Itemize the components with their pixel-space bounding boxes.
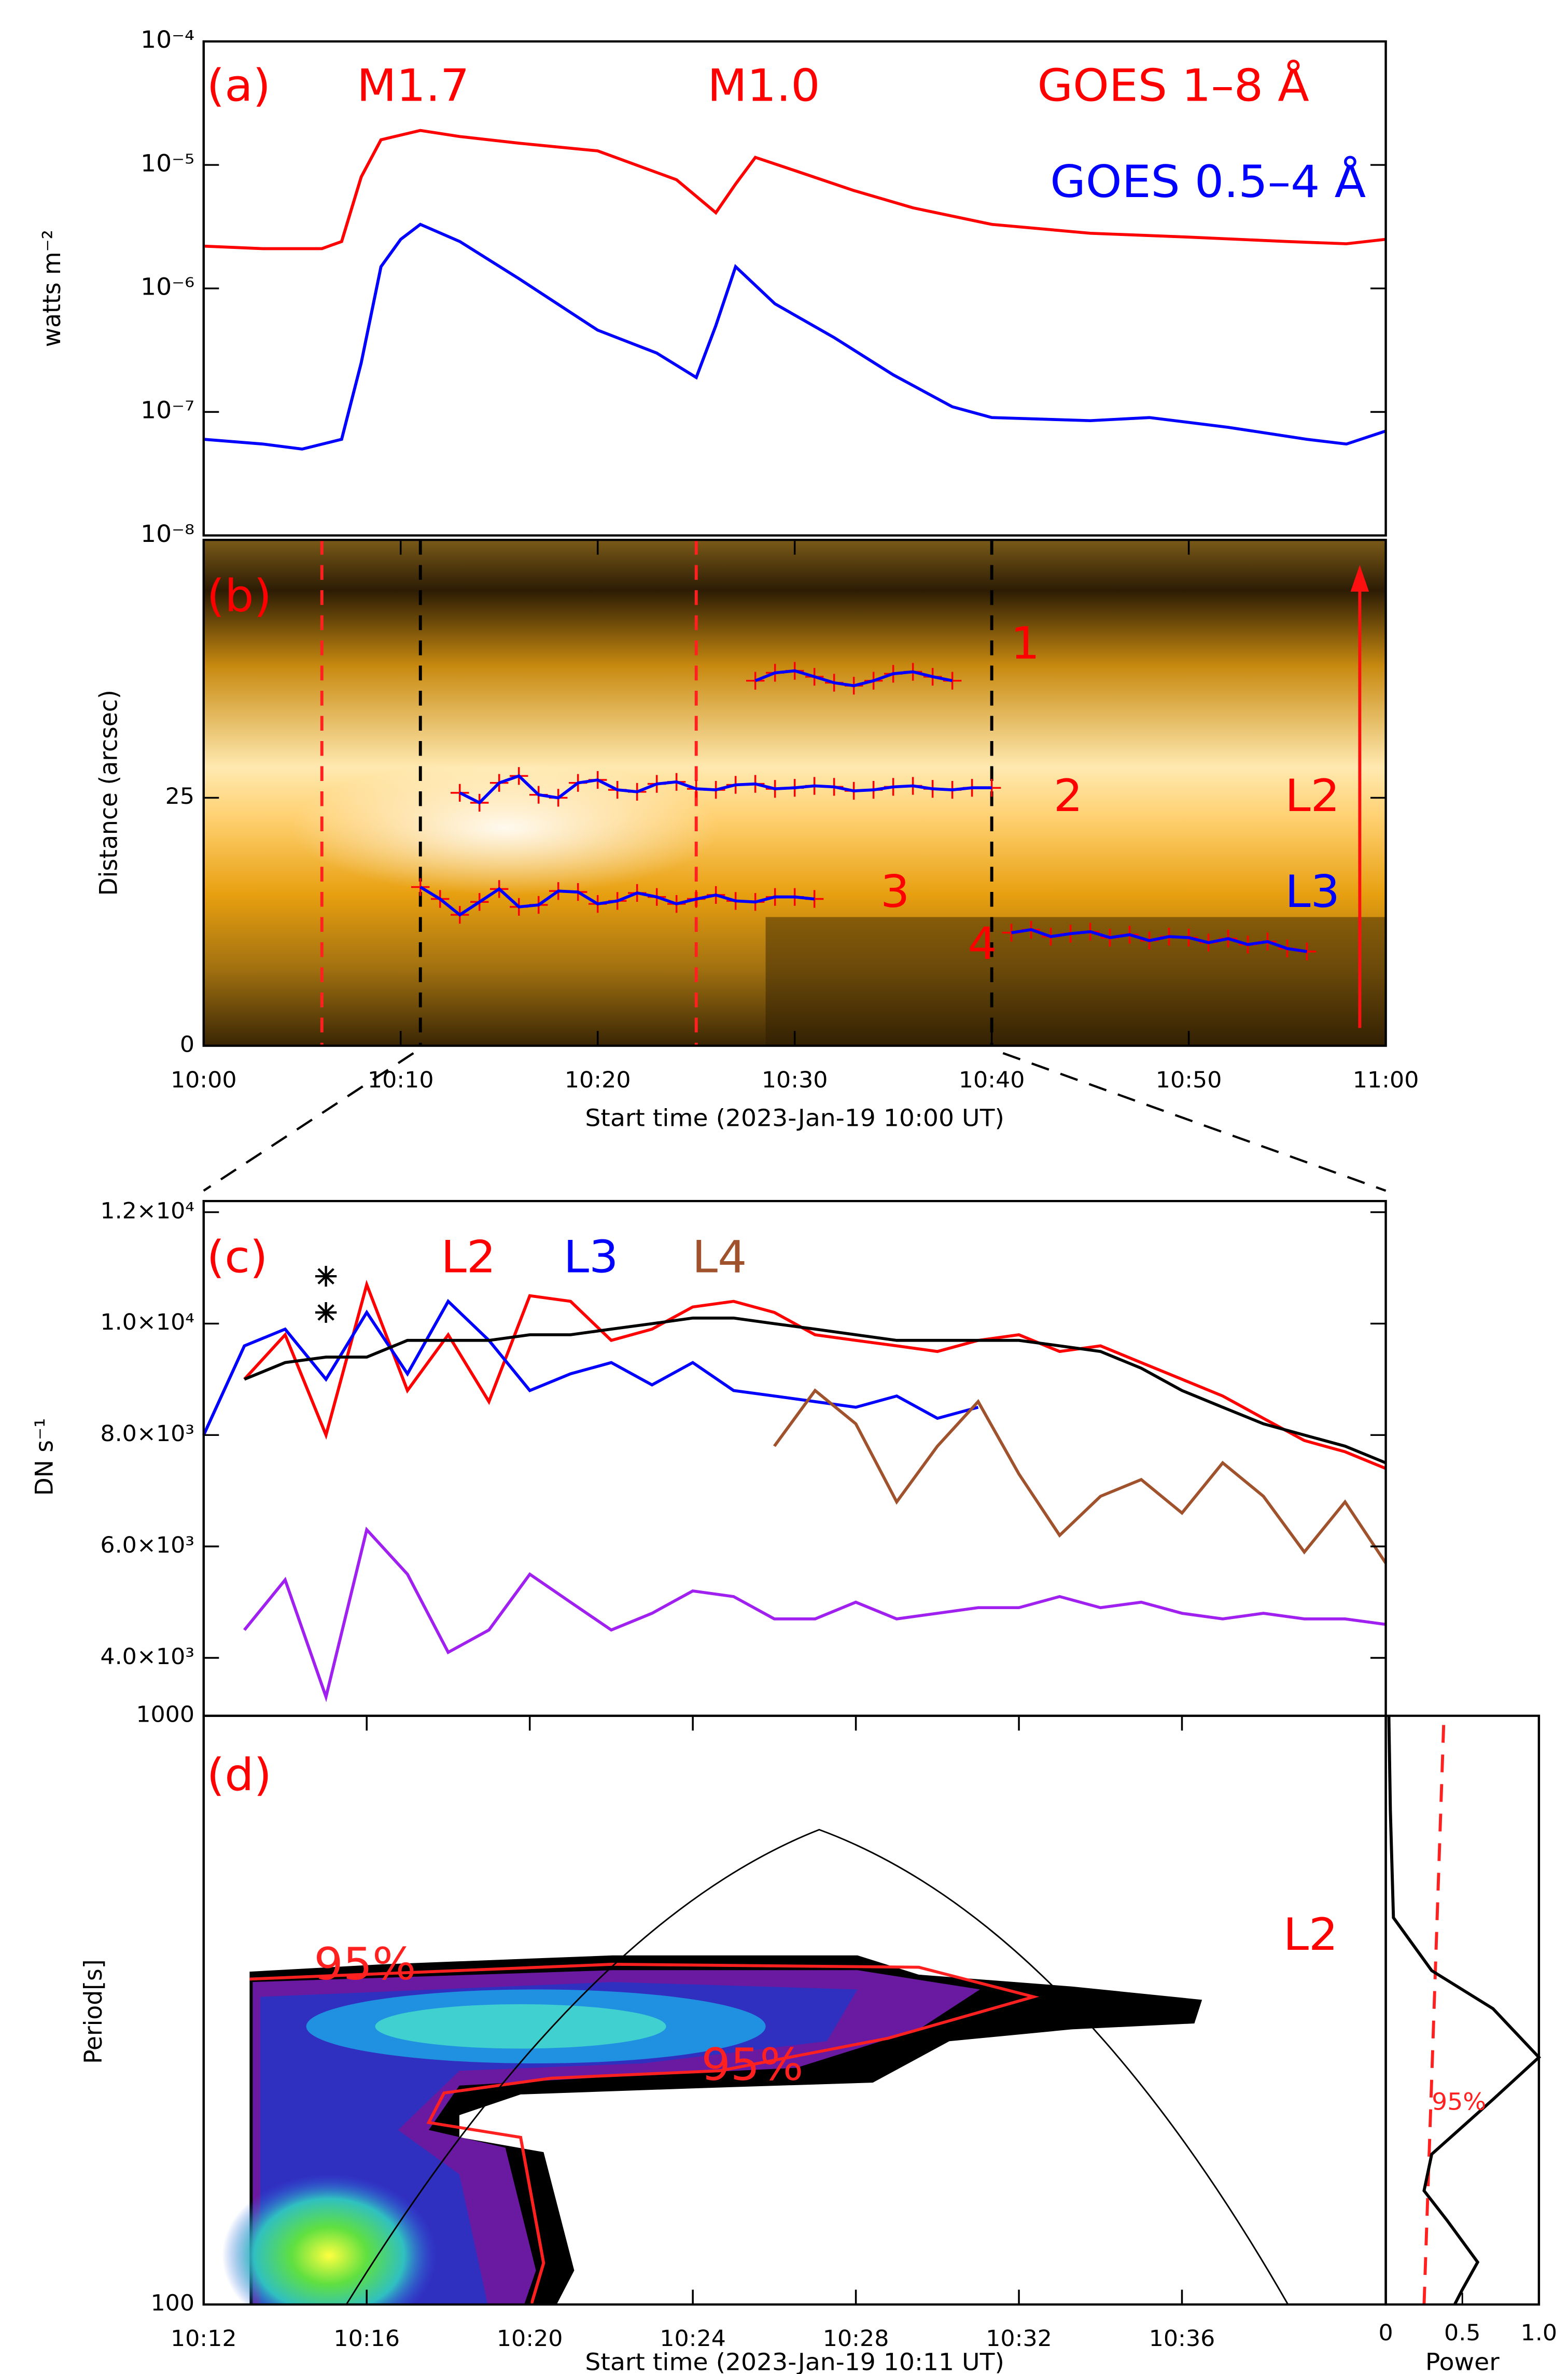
y-tick-label: 25 — [165, 784, 194, 809]
trace-label: 3 — [880, 866, 909, 918]
x-tick-label: 10:10 — [368, 1068, 434, 1093]
slit-label: L2 — [1285, 770, 1340, 821]
y-tick-label: 10⁻⁶ — [141, 273, 194, 300]
series-line — [773, 1388, 1388, 1564]
series-line — [244, 1316, 1387, 1464]
x-tick-label: 11:00 — [1353, 1068, 1419, 1093]
y-axis-label: Distance (arcsec) — [94, 690, 123, 896]
axes-frame — [202, 538, 1387, 1047]
y-axis-label: Period[s] — [79, 1959, 107, 2064]
x-tick-label: 10:36 — [1149, 2326, 1215, 2352]
x-tick-label: 0.5 — [1444, 2320, 1480, 2345]
legend-entry: L3 — [564, 1231, 619, 1283]
x-axis-label: Start time (2023-Jan-19 10:11 UT) — [585, 2348, 1004, 2374]
star-marker — [315, 1302, 337, 1323]
trace-label: 2 — [1054, 770, 1083, 821]
trace-label: 1 — [1011, 617, 1040, 669]
trace-label: 4 — [968, 917, 997, 969]
y-tick-label: 10⁻⁸ — [141, 520, 194, 548]
annotation: M1.0 — [707, 60, 820, 111]
y-tick-label: 1000 — [136, 1702, 194, 1727]
x-tick-label: 10:40 — [959, 1068, 1025, 1093]
legend-entry: L4 — [692, 1231, 747, 1283]
y-tick-label: 1.0×10⁴ — [100, 1310, 194, 1335]
x-tick-label: 10:20 — [565, 1068, 631, 1093]
annotation: (a) — [207, 60, 271, 111]
annotation: (c) — [207, 1231, 268, 1283]
significance-line — [1422, 1715, 1446, 2305]
y-tick-label: 6.0×10³ — [100, 1533, 194, 1558]
annotation: 95% — [314, 1938, 416, 1990]
series-line — [202, 1298, 979, 1436]
x-tick-label: 0 — [1378, 2320, 1393, 2345]
x-axis-label: Power — [1425, 2348, 1500, 2374]
x-tick-label: 1.0 — [1521, 2320, 1557, 2345]
y-axis-label: DN s⁻¹ — [30, 1418, 59, 1496]
annotation: (b) — [207, 570, 272, 622]
y-tick-label: 10⁻⁷ — [141, 396, 194, 424]
y-tick-label: 8.0×10³ — [100, 1421, 194, 1447]
x-tick-label: 10:12 — [171, 2326, 237, 2352]
annotation: L2 — [1283, 1908, 1338, 1960]
trace-point — [746, 672, 765, 690]
y-tick-label: 0 — [180, 1032, 194, 1057]
x-tick-label: 10:30 — [762, 1068, 828, 1093]
wavelet-contours — [222, 1828, 1289, 2305]
x-tick-label: 10:00 — [171, 1068, 237, 1093]
y-tick-label: 1.2×10⁴ — [100, 1198, 194, 1224]
y-tick-label: 10⁻⁵ — [141, 149, 194, 177]
y-axis-label: watts m⁻² — [37, 230, 66, 347]
axes-frame — [1384, 1714, 1541, 2306]
y-tick-label: 4.0×10³ — [100, 1644, 194, 1669]
annotation: (d) — [207, 1749, 272, 1800]
star-marker — [315, 1266, 337, 1287]
annotation: 95% — [702, 2038, 804, 2090]
x-tick-label: 10:32 — [986, 2326, 1052, 2352]
annotation: M1.7 — [357, 60, 469, 111]
series-line — [243, 1526, 1386, 1702]
legend-entry: GOES 0.5–4 Å — [1050, 156, 1366, 207]
x-tick-label: 10:50 — [1156, 1068, 1222, 1093]
trace-line — [754, 669, 953, 688]
y-tick-label: 100 — [151, 2291, 195, 2316]
axes-frame — [202, 40, 1387, 537]
trace-point — [451, 784, 469, 802]
zoom-lines — [203, 1052, 1387, 1192]
panel-b-image — [203, 540, 1386, 1046]
series-line — [203, 222, 1387, 451]
x-tick-label: 10:20 — [497, 2326, 563, 2352]
annotation: 95% — [1432, 2088, 1486, 2115]
x-tick-label: 10:16 — [333, 2326, 400, 2352]
axes-frame — [202, 1199, 1387, 1717]
legend-entry: GOES 1–8 Å — [1037, 60, 1309, 111]
slit-label: L3 — [1285, 866, 1340, 918]
series-line — [203, 129, 1386, 250]
legend-entry: L2 — [441, 1231, 496, 1283]
trace-line — [459, 774, 992, 805]
x-tick-label: 10:28 — [823, 2326, 889, 2352]
trace-line — [419, 886, 815, 917]
power-line — [1387, 1715, 1542, 2306]
x-tick-label: 10:24 — [660, 2326, 726, 2352]
y-tick-label: 10⁻⁴ — [141, 26, 194, 53]
series-line — [243, 1279, 1387, 1470]
x-axis-label: Start time (2023-Jan-19 10:00 UT) — [585, 1104, 1004, 1132]
trace-line — [1011, 928, 1307, 953]
